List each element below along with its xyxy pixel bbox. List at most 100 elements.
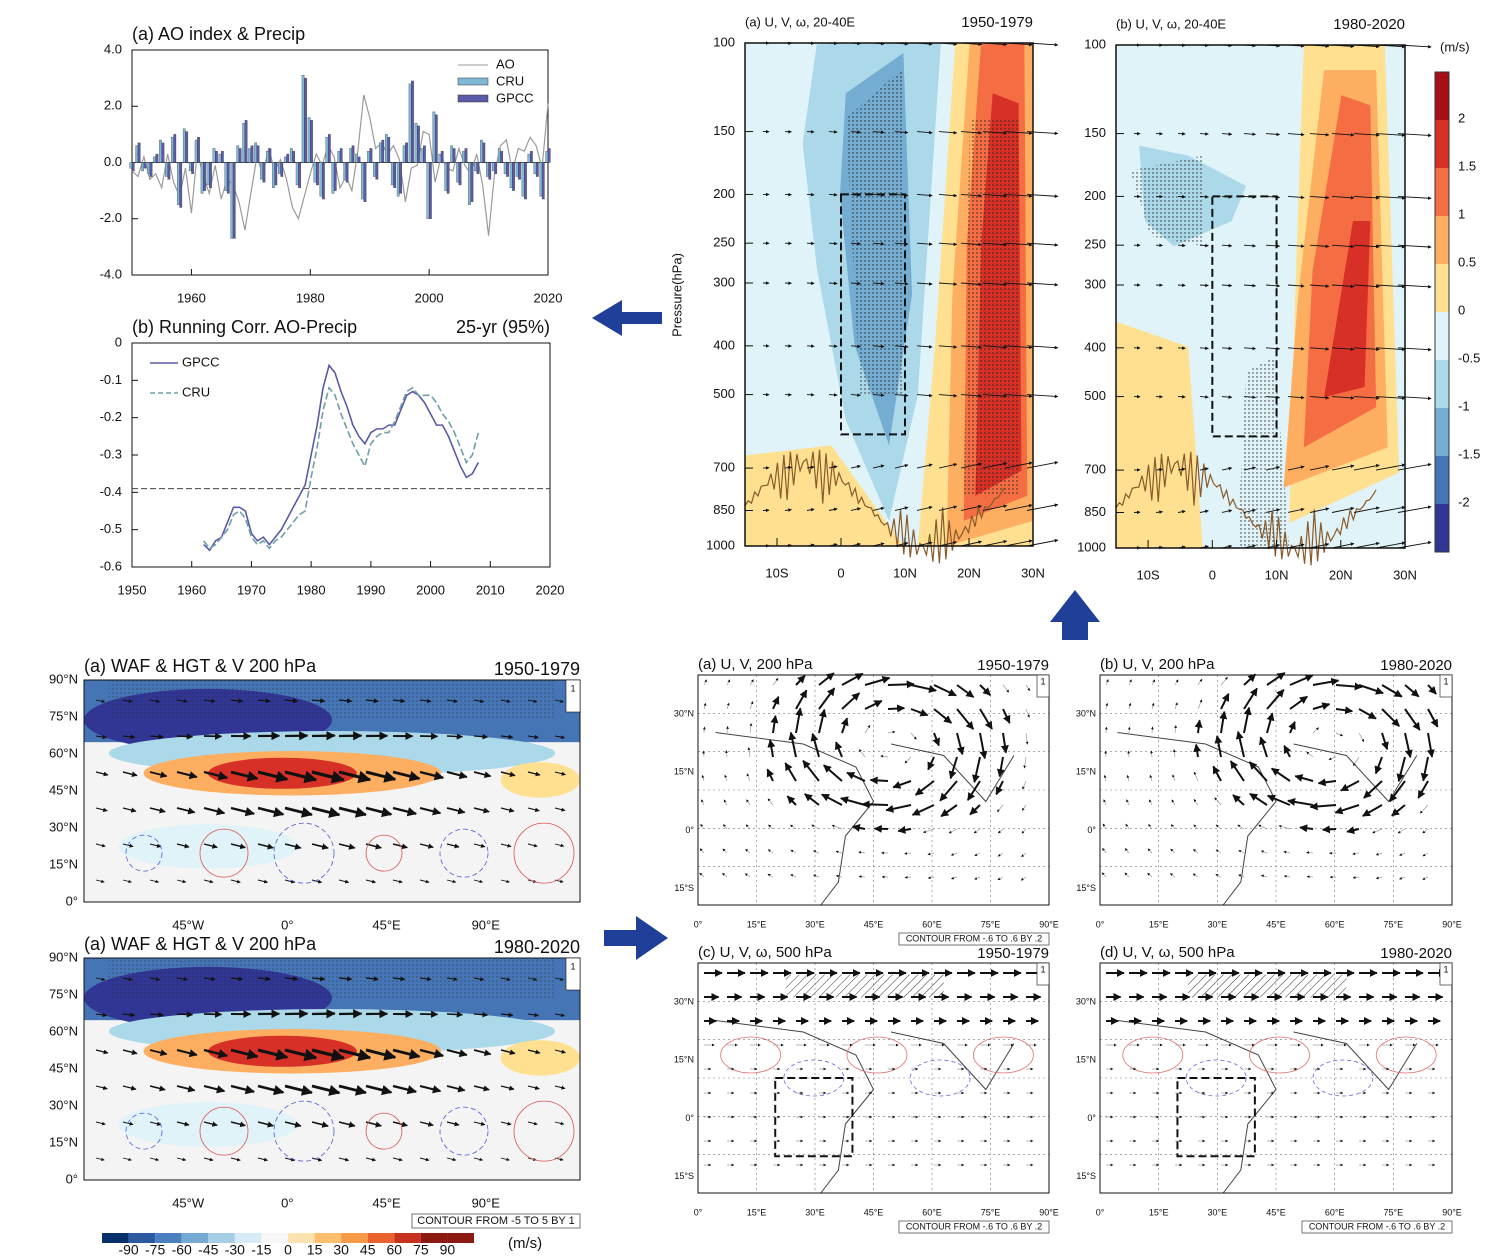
wind-vector (1266, 689, 1285, 710)
bar (280, 162, 284, 177)
colorbar-bin (367, 1233, 395, 1243)
wind-vector (790, 849, 797, 854)
wind-vector (365, 1121, 382, 1128)
wind-vector (767, 849, 774, 854)
wind-vector (1352, 876, 1360, 879)
wind-vector (1105, 702, 1109, 710)
wind-vector (1170, 824, 1176, 830)
wind-vector (284, 976, 299, 982)
wind-vector (176, 879, 187, 884)
wind-vector (771, 696, 780, 710)
bar (351, 145, 355, 163)
wind-vector (419, 1084, 442, 1094)
wind-vector (554, 1013, 565, 1018)
wind-vector (446, 698, 458, 704)
omega-contour (1122, 1036, 1184, 1074)
plot-frame (83, 679, 581, 903)
y-tick-label: 4.0 (104, 41, 122, 56)
panel-title: (a) WAF & HGT & V 200 hPa (84, 934, 317, 954)
lat-label: 90°N (49, 671, 78, 686)
x-tick-label: 1980 (297, 582, 326, 597)
wind-vector (745, 824, 751, 830)
wind-vector (973, 828, 981, 834)
wind-vector (284, 698, 299, 704)
wind-vector (813, 874, 820, 878)
bar (268, 148, 272, 163)
lat-label: 0° (1087, 1113, 1096, 1123)
wind-vector (1126, 799, 1130, 806)
wind-vector (1026, 461, 1059, 469)
omega-contour (1375, 1036, 1437, 1074)
wind-vector (473, 1011, 489, 1018)
colorbar-bin (394, 1233, 421, 1243)
wind-vector (1193, 771, 1199, 782)
wind-vector (527, 977, 538, 981)
wind-vector (1334, 804, 1360, 815)
chart-title: (a) AO index & Precip (132, 24, 305, 44)
wind-vector (979, 708, 993, 730)
wind-vector (392, 1048, 421, 1060)
y-tick-label: 400 (713, 337, 735, 352)
lon-label: 0° (1096, 1207, 1105, 1217)
wind-vector (1004, 503, 1033, 511)
wind-vector (1375, 541, 1406, 549)
bar (480, 139, 483, 163)
lon-label: 30°E (1208, 919, 1228, 929)
y-tick-label: 250 (713, 235, 735, 250)
wind-vector (284, 879, 296, 884)
colorbar-label: -1.5 (1458, 446, 1480, 461)
wind-vector (982, 394, 1008, 398)
wind-vector (1312, 727, 1319, 734)
wind-vector (392, 698, 406, 704)
wind-vector (861, 800, 889, 809)
legend-label: CRU (496, 73, 524, 88)
wind-vector (392, 1084, 418, 1095)
wind-vector (473, 771, 492, 779)
wind-vector (1002, 684, 1010, 693)
wind-vector (446, 1157, 457, 1162)
wind-vector (230, 1084, 256, 1095)
hgt-contour (439, 828, 489, 878)
colorbar-bin (1435, 312, 1449, 360)
bar (149, 162, 153, 177)
y-tick-label: 400 (1084, 339, 1106, 354)
wind-vector (122, 1049, 138, 1056)
wind-vector (473, 1085, 490, 1092)
wind-vector (1260, 850, 1268, 854)
x-tick-label: 20N (957, 565, 981, 580)
note-box (898, 932, 1050, 946)
wind-vector (1399, 876, 1406, 880)
wind-vector (527, 1121, 538, 1126)
wind-vector (956, 684, 975, 698)
bar (272, 162, 275, 188)
wind-vector (1381, 708, 1400, 727)
y-tick-label: -0.4 (100, 484, 122, 499)
wind-vector (1021, 828, 1027, 834)
wind-vector (960, 193, 982, 198)
wind-vector (1021, 804, 1027, 811)
wind-vector (284, 1157, 296, 1162)
wind-vector (311, 770, 345, 784)
wind-vector (818, 708, 827, 734)
wind-vector (910, 732, 917, 740)
wind-vector (850, 130, 861, 134)
wind-vector (149, 1011, 165, 1018)
wind-vector (841, 672, 864, 686)
wind-vector (1375, 244, 1406, 249)
bar (171, 137, 174, 163)
wind-vector (338, 770, 372, 784)
wind-vector (1328, 756, 1337, 761)
wind-vector (1105, 679, 1109, 686)
wind-vector (1025, 732, 1029, 745)
colorbar-bin (314, 1233, 342, 1243)
wind-vector (1221, 509, 1233, 513)
wind-vector (446, 771, 468, 780)
wind-vector (1265, 465, 1281, 471)
colorbar-label: 0 (1458, 302, 1465, 317)
x-tick-label: 30N (1393, 567, 1417, 582)
bar (363, 162, 367, 203)
y-tick-label: 150 (1084, 125, 1106, 140)
wind-vector (392, 879, 403, 884)
wind-vector (176, 733, 194, 740)
wind-vector (850, 241, 861, 246)
